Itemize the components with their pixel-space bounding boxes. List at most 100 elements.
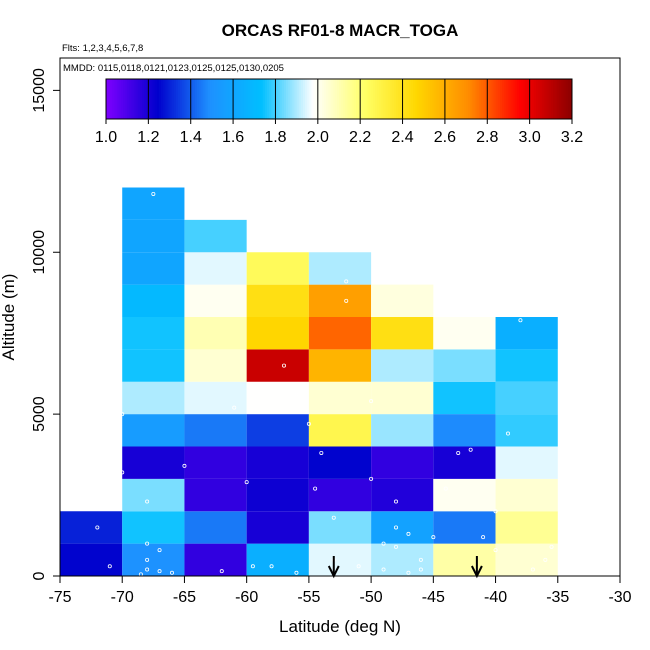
colorbar-segment — [525, 79, 528, 119]
heatmap-cell — [246, 478, 309, 512]
colorbar-segment — [432, 79, 435, 119]
colorbar-segment — [404, 79, 408, 119]
heatmap-cell — [184, 381, 247, 415]
heatmap-cell — [371, 317, 434, 350]
colorbar-segment — [283, 79, 287, 119]
heatmap-cell — [495, 543, 558, 576]
colorbar-segment — [512, 79, 516, 119]
colorbar-segment — [150, 79, 153, 119]
sample-point — [145, 557, 150, 562]
heatmap-cell — [246, 414, 309, 447]
colorbar-segment — [158, 79, 162, 119]
colorbar-tick-label: 3.0 — [519, 129, 541, 146]
heatmap-cell — [246, 381, 309, 415]
sample-point — [294, 392, 299, 397]
sample-point — [232, 405, 237, 410]
heatmap-cell — [308, 381, 372, 415]
colorbar-segment — [341, 79, 344, 119]
heatmap-cell — [495, 446, 558, 479]
colorbar-segment — [273, 79, 276, 119]
colorbar-segment — [146, 79, 149, 119]
colorbar-segment — [483, 79, 486, 119]
sample-point — [107, 564, 112, 569]
colorbar-segment — [449, 79, 452, 119]
x-tick-label: -35 — [546, 589, 569, 606]
colorbar-segment — [476, 79, 480, 119]
heatmap-cell — [122, 543, 185, 576]
colorbar-segment — [317, 79, 321, 119]
colorbar-segment — [567, 79, 571, 119]
colorbar-segment — [375, 79, 378, 119]
colorbar-segment — [222, 79, 226, 119]
colorbar-segment — [461, 79, 465, 119]
colorbar-segment — [415, 79, 418, 119]
colorbar-segment — [203, 79, 206, 119]
colorbar-segment — [353, 79, 357, 119]
colorbar-segment — [264, 79, 268, 119]
colorbar-segment — [194, 79, 198, 119]
x-tick-label: -70 — [111, 589, 134, 606]
colorbar-segment — [510, 79, 514, 119]
y-axis: 0 5000 10000 15000 — [31, 68, 60, 580]
heatmap-cell — [122, 317, 185, 350]
heatmap-cell — [184, 511, 247, 544]
sample-point — [319, 450, 324, 455]
heatmap-cell — [308, 284, 372, 317]
heatmap-cell — [308, 478, 372, 512]
y-tick-label: 0 — [31, 571, 48, 580]
heatmap-cell — [308, 543, 372, 576]
colorbar-segment — [334, 79, 338, 119]
heatmap-cell — [122, 187, 185, 220]
colorbar-segment — [349, 79, 353, 119]
heatmap-cell — [184, 446, 247, 479]
colorbar-segment — [387, 79, 391, 119]
x-axis: -75 -70 -65 -60 -55 -50 -45 -40 -35 -30 — [48, 576, 632, 606]
colorbar-segment — [305, 79, 308, 119]
heatmap-cell — [246, 446, 309, 479]
colorbar-segment — [216, 79, 219, 119]
colorbar: 1.0 1.2 1.4 1.6 1.8 2.0 2.2 2.4 2.6 2.8 3.0 3.2 — [95, 78, 583, 146]
colorbar-segment — [521, 79, 524, 119]
colorbar-segment — [457, 79, 461, 119]
heatmap-cell — [371, 446, 434, 479]
heatmap-cell — [495, 414, 558, 447]
colorbar-segment — [313, 79, 317, 119]
heatmap-cell — [433, 317, 496, 350]
colorbar-segment — [275, 79, 278, 119]
colorbar-segment — [294, 79, 298, 119]
colorbar-segment — [565, 79, 569, 119]
heatmap-cell — [246, 317, 309, 350]
dates-subtitle: MMDD: 0115,0118,0121,0123,0125,0125,0130… — [63, 63, 284, 74]
flights-subtitle: Flts: 1,2,3,4,5,6,7,8 — [62, 43, 143, 54]
colorbar-segment — [277, 79, 281, 119]
sample-point — [219, 569, 224, 574]
colorbar-segment — [175, 79, 179, 119]
colorbar-segment — [127, 79, 130, 119]
colorbar-segment — [296, 79, 300, 119]
colorbar-segment — [478, 79, 482, 119]
colorbar-segment — [519, 79, 522, 119]
sample-point — [381, 567, 386, 572]
colorbar-segment — [139, 79, 143, 119]
colorbar-segment — [182, 79, 185, 119]
colorbar-segment — [235, 79, 238, 119]
colorbar-segment — [239, 79, 242, 119]
sample-point — [393, 544, 398, 549]
x-axis-label: Latitude (deg N) — [279, 617, 401, 636]
colorbar-segment — [311, 79, 314, 119]
heatmap-cell — [495, 381, 558, 415]
colorbar-segment — [169, 79, 173, 119]
colorbar-segment — [379, 79, 382, 119]
colorbar-segment — [190, 79, 194, 119]
colorbar-segment — [197, 79, 200, 119]
colorbar-segment — [262, 79, 266, 119]
sample-point — [431, 535, 436, 540]
colorbar-segment — [336, 79, 340, 119]
colorbar-segment — [156, 79, 160, 119]
colorbar-segment — [480, 79, 484, 119]
colorbar-segment — [487, 79, 490, 119]
colorbar-segment — [258, 79, 262, 119]
sample-point — [456, 450, 461, 455]
sample-point — [369, 476, 374, 481]
